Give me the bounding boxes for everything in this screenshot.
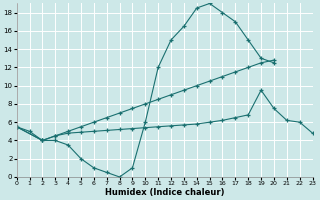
X-axis label: Humidex (Indice chaleur): Humidex (Indice chaleur): [105, 188, 224, 197]
